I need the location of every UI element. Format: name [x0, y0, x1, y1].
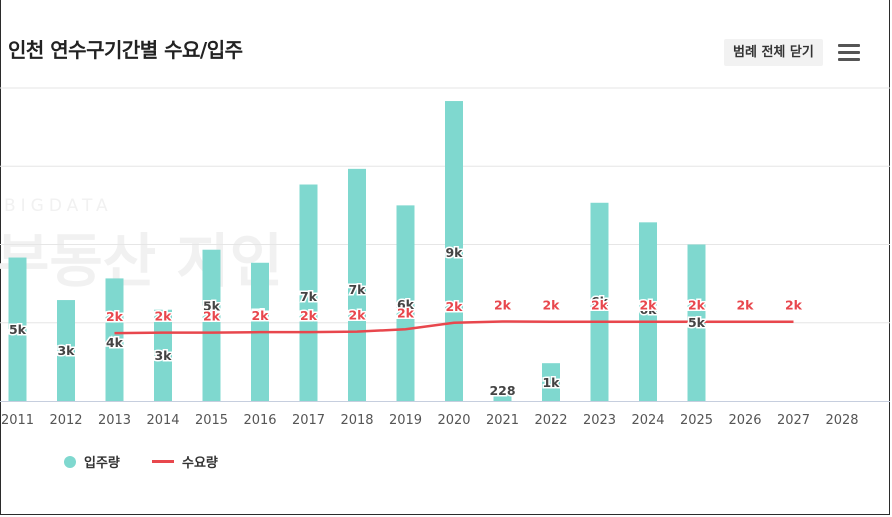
bar-supply-2012	[57, 300, 75, 401]
bar-data-label: 228	[489, 383, 515, 398]
x-tick-label: 2021	[486, 413, 519, 428]
legend-label-demand: 수요량	[182, 456, 218, 471]
bar-data-label: 5k	[251, 307, 269, 322]
line-data-label: 2k	[445, 299, 463, 314]
line-data-label: 2k	[688, 298, 706, 313]
bar-supply-2022	[542, 363, 560, 401]
bar-data-label: 6k	[639, 302, 657, 317]
bar-supply-2015	[202, 249, 221, 401]
chart-title: 인천 연수구기간별 수요/입주	[8, 38, 243, 62]
bar-supply-2018	[348, 168, 366, 401]
legend-toggle-button[interactable]: 범례 전체 닫기	[724, 39, 823, 66]
bar-data-label: 6k	[397, 297, 415, 312]
x-tick-label: 2025	[680, 413, 713, 428]
bar-data-label: 9k	[445, 245, 463, 260]
bar-data-label: 7k	[348, 282, 366, 297]
bar-data-label: 5k	[203, 299, 221, 314]
bar-data-label: 5k	[688, 315, 706, 330]
x-tick-label: 2027	[777, 413, 810, 428]
menu-bar	[838, 51, 860, 54]
line-data-label: 2k	[736, 298, 754, 313]
bar-data-label: 7k	[300, 289, 318, 304]
bar-supply-2017	[299, 184, 318, 401]
x-tick-label: 2023	[583, 413, 616, 428]
legend-label-supply: 입주량	[84, 456, 120, 471]
bar-supply-2013	[105, 278, 124, 401]
x-tick-label: 2019	[389, 413, 422, 428]
line-data-label: 2k	[542, 298, 560, 313]
x-tick-label: 2022	[534, 413, 567, 428]
bar-supply-2024	[639, 222, 657, 401]
hamburger-menu-icon[interactable]	[838, 44, 860, 62]
line-data-label: 2k	[300, 308, 318, 323]
legend-dot-icon	[64, 456, 76, 468]
bar-data-label: 1k	[542, 375, 560, 390]
x-tick-label: 2018	[340, 413, 373, 428]
bar-data-label: 3k	[57, 343, 75, 358]
x-tick-label: 2012	[49, 413, 82, 428]
bar-supply-2019	[396, 205, 415, 401]
bar-data-label: 5k	[9, 322, 27, 337]
x-tick-label: 2026	[728, 413, 761, 428]
line-data-label: 2k	[348, 308, 366, 323]
line-data-label: 2k	[106, 309, 124, 324]
x-tick-label: 2017	[292, 413, 325, 428]
x-tick-label: 2024	[631, 413, 664, 428]
x-tick-label: 2016	[243, 413, 276, 428]
legend-item-supply[interactable]: 입주량	[64, 452, 120, 471]
bar-supply-2023	[590, 202, 609, 401]
bar-data-label: 3k	[154, 348, 172, 363]
legend-item-demand[interactable]: 수요량	[152, 452, 218, 471]
bar-supply-2020	[445, 101, 463, 402]
bar-data-label: 4k	[106, 335, 124, 350]
x-tick-label: 2015	[195, 413, 228, 428]
x-tick-label: 2028	[825, 413, 858, 428]
x-tick-label: 2011	[1, 413, 34, 428]
line-data-label: 2k	[397, 305, 415, 320]
bar-supply-2011	[8, 257, 27, 401]
line-data-label: 2k	[785, 298, 803, 313]
line-data-label: 2k	[154, 309, 172, 324]
line-data-label: 2k	[251, 308, 269, 323]
x-tick-label: 2013	[98, 413, 131, 428]
legend-line-icon	[152, 460, 174, 463]
line-data-label: 2k	[494, 297, 512, 312]
bar-data-label: 6k	[591, 294, 609, 309]
x-tick-label: 2020	[437, 413, 470, 428]
line-data-label: 2k	[591, 298, 609, 313]
line-data-label: 2k	[639, 298, 657, 313]
menu-bar	[838, 44, 860, 47]
line-demand	[114, 320, 794, 335]
bar-supply-2021	[493, 395, 512, 401]
menu-bar	[838, 58, 860, 61]
line-data-label: 2k	[203, 309, 221, 324]
x-tick-label: 2014	[146, 413, 179, 428]
